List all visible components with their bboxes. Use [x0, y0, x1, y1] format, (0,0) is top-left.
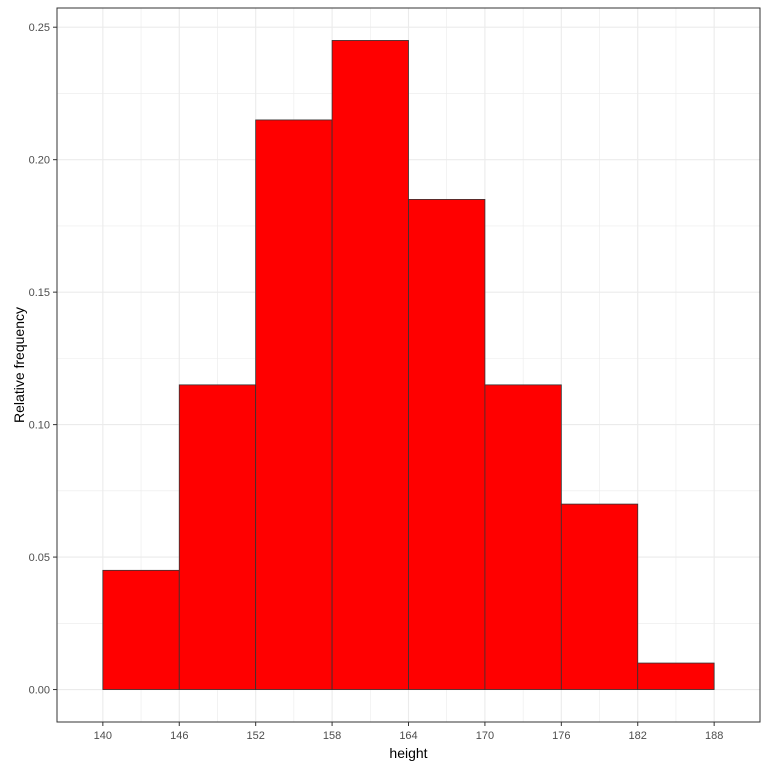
histogram-bar [560, 503, 639, 690]
histogram-bar [255, 119, 333, 690]
x-tick-label: 176 [552, 730, 570, 742]
x-tick-label: 152 [246, 730, 264, 742]
y-tick-label: 0.00 [29, 685, 50, 697]
x-tick-label: 170 [476, 730, 494, 742]
y-tick-label: 0.20 [29, 155, 50, 167]
x-tick-label: 146 [170, 730, 188, 742]
x-tick-label: 164 [399, 730, 417, 742]
histogram-bar [331, 40, 409, 690]
x-tick-label: 182 [629, 730, 647, 742]
x-axis-title: height [389, 745, 427, 761]
histogram-bar [637, 662, 715, 690]
y-tick-label: 0.25 [29, 22, 50, 34]
y-tick-label: 0.05 [29, 552, 50, 564]
y-tick-label: 0.15 [29, 287, 50, 299]
histogram-bar [178, 384, 257, 690]
histogram-bars [102, 40, 715, 690]
histogram-bar [408, 199, 486, 690]
axes: 140 146 152 158 164 170 176 182 188 0.00 0.05 0.10 0… [29, 22, 724, 742]
histogram-bar [102, 569, 180, 690]
x-tick-label: 158 [323, 730, 341, 742]
histogram-bar [484, 384, 562, 690]
x-tick-label: 140 [94, 730, 112, 742]
y-axis-title: Relative frequency [11, 307, 27, 423]
y-tick-label: 0.10 [29, 420, 50, 432]
x-tick-label: 188 [705, 730, 723, 742]
